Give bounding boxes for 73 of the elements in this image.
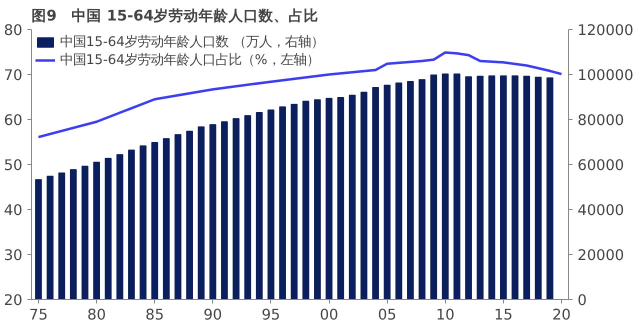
bar <box>93 162 100 300</box>
x-tick-label: 90 <box>204 306 222 324</box>
bar <box>302 100 310 300</box>
bar <box>326 98 332 300</box>
bar <box>268 110 274 300</box>
bar <box>140 145 146 300</box>
bar <box>162 138 170 300</box>
y2-tick-label: 100000 <box>578 67 634 84</box>
bar <box>500 75 507 300</box>
bar <box>198 126 205 300</box>
y2-tick-label: 80000 <box>578 112 624 129</box>
bar <box>454 74 460 300</box>
y2-tick-label: 60000 <box>578 157 624 174</box>
legend-label: 中国15-64岁劳动年龄人口数 （万人，右轴） <box>60 34 324 51</box>
bar <box>348 94 356 300</box>
bar <box>465 76 472 300</box>
y2-tick-label: 120000 <box>578 22 634 39</box>
bar <box>256 112 263 300</box>
bar <box>476 76 484 300</box>
bar <box>221 121 228 300</box>
x-tick-label: 85 <box>145 306 164 324</box>
y-tick-label: 60 <box>4 112 23 129</box>
bar <box>35 179 42 300</box>
bar <box>58 172 66 300</box>
bar <box>546 77 554 300</box>
bar <box>442 74 449 300</box>
bar <box>407 80 414 300</box>
x-tick-label: 15 <box>494 306 513 324</box>
bar <box>104 158 112 300</box>
y2-tick-label: 40000 <box>578 202 624 219</box>
bar <box>418 79 426 300</box>
bar <box>384 84 391 300</box>
bar <box>116 154 124 300</box>
bar <box>290 104 298 300</box>
y-tick-label: 50 <box>4 157 23 174</box>
bar <box>186 130 193 300</box>
y-tick-label: 40 <box>4 202 23 219</box>
bar <box>82 166 88 300</box>
x-tick-label: 20 <box>552 306 571 324</box>
x-tick-label: 95 <box>262 306 280 324</box>
bar <box>360 92 368 300</box>
y-tick-label: 20 <box>4 292 23 309</box>
bar <box>395 82 402 300</box>
x-tick-label: 05 <box>378 306 397 324</box>
chart-title: 图9 中国 15-64岁劳动年龄人口数、占比 <box>32 8 319 24</box>
bar <box>372 87 379 300</box>
bar <box>209 124 216 300</box>
bar <box>244 115 252 300</box>
x-tick-label: 75 <box>29 306 48 324</box>
bar <box>512 75 518 300</box>
bar <box>430 74 438 300</box>
legend-label: 中国15-64岁劳动年龄人口占比（%，左轴） <box>60 52 320 69</box>
y2-tick-label: 0 <box>578 292 587 309</box>
x-tick-label: 10 <box>436 306 455 324</box>
bar <box>174 134 182 300</box>
bar <box>488 75 496 300</box>
bar <box>46 176 54 300</box>
x-tick-label: 80 <box>87 306 106 324</box>
bar <box>279 106 286 300</box>
bar <box>337 96 344 300</box>
bar <box>232 118 240 300</box>
x-tick-label: 00 <box>320 306 338 324</box>
bar <box>314 99 321 300</box>
bar <box>534 76 542 300</box>
bar <box>151 142 158 300</box>
y2-tick-label: 20000 <box>578 247 624 264</box>
y-tick-label: 70 <box>4 67 23 84</box>
bar <box>70 169 77 300</box>
bar <box>128 150 135 300</box>
line-series <box>37 51 563 138</box>
y-tick-label: 80 <box>4 22 23 39</box>
y-tick-label: 30 <box>4 247 23 264</box>
bar <box>523 76 530 300</box>
